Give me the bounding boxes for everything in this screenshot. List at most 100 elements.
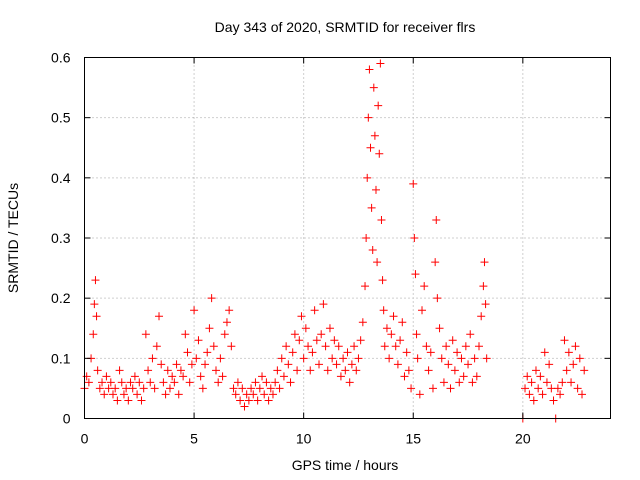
data-point	[529, 396, 538, 405]
data-point	[479, 282, 488, 291]
x-tick-labels: 0 5 10 15 20	[81, 431, 531, 447]
data-point	[111, 384, 120, 393]
data-point	[385, 354, 394, 363]
data-point	[404, 366, 413, 375]
data-point	[141, 330, 150, 339]
data-point	[578, 390, 587, 399]
data-point	[540, 348, 549, 357]
data-point	[183, 348, 192, 357]
data-point	[444, 360, 453, 369]
data-point	[332, 360, 341, 369]
data-point	[339, 354, 348, 363]
data-point	[542, 378, 551, 387]
data-point	[461, 342, 470, 351]
data-point	[379, 306, 388, 315]
data-point	[375, 149, 384, 158]
data-point	[521, 384, 530, 393]
axis-ticks	[84, 57, 611, 419]
data-point	[341, 366, 350, 375]
data-point	[220, 330, 229, 339]
data-point	[106, 378, 115, 387]
data-point	[325, 324, 334, 333]
data-point	[227, 342, 236, 351]
data-point	[317, 330, 326, 339]
data-point	[564, 348, 573, 357]
data-point	[412, 330, 421, 339]
data-point	[130, 372, 139, 381]
data-point	[275, 384, 284, 393]
data-point	[363, 173, 372, 182]
data-point	[366, 143, 375, 152]
data-point	[268, 390, 277, 399]
data-point	[174, 390, 183, 399]
data-points	[80, 59, 589, 423]
data-point	[457, 354, 466, 363]
data-point	[455, 378, 464, 387]
data-point	[135, 378, 144, 387]
data-point	[155, 312, 164, 321]
data-point	[319, 300, 328, 309]
y-tick-label: 0.1	[51, 350, 71, 366]
data-point	[133, 390, 142, 399]
x-tick-label: 5	[190, 431, 198, 447]
data-point	[273, 366, 282, 375]
data-point	[413, 354, 422, 363]
data-point	[481, 300, 490, 309]
data-point	[536, 372, 545, 381]
data-point	[323, 366, 332, 375]
data-point	[347, 360, 356, 369]
data-point	[279, 372, 288, 381]
data-point	[378, 276, 387, 285]
data-point	[139, 384, 148, 393]
data-point	[312, 336, 321, 345]
data-point	[90, 300, 99, 309]
data-point	[422, 342, 431, 351]
data-point	[100, 390, 109, 399]
data-point	[459, 372, 468, 381]
data-point	[190, 306, 199, 315]
data-point	[472, 372, 481, 381]
data-point	[418, 306, 427, 315]
data-point	[426, 348, 435, 357]
data-point	[236, 396, 245, 405]
data-point	[448, 336, 457, 345]
data-point	[260, 390, 269, 399]
data-point	[343, 348, 352, 357]
data-point	[358, 318, 367, 327]
data-point	[255, 384, 264, 393]
data-point	[91, 276, 100, 285]
data-point	[89, 330, 98, 339]
data-point	[437, 354, 446, 363]
data-point	[365, 65, 374, 74]
data-point	[251, 378, 260, 387]
data-point	[152, 342, 161, 351]
data-point	[328, 354, 337, 363]
data-point	[102, 372, 111, 381]
data-point	[466, 330, 475, 339]
y-tick-labels: 0 0.1 0.2 0.3 0.4 0.5 0.6	[51, 50, 71, 427]
data-point	[370, 131, 379, 140]
data-point	[380, 342, 389, 351]
data-point	[161, 390, 170, 399]
data-point	[225, 306, 234, 315]
data-point	[407, 384, 416, 393]
data-point	[424, 366, 433, 375]
data-point	[240, 402, 249, 411]
chart-title: Day 343 of 2020, SRMTID for receiver flr…	[215, 19, 476, 35]
data-point	[98, 378, 107, 387]
data-point	[216, 354, 225, 363]
x-tick-label: 10	[296, 431, 312, 447]
data-point	[377, 215, 386, 224]
data-point	[146, 378, 155, 387]
data-point	[330, 336, 339, 345]
data-point	[218, 372, 227, 381]
data-point	[398, 318, 407, 327]
data-point	[560, 336, 569, 345]
data-point	[373, 258, 382, 267]
data-point	[115, 366, 124, 375]
data-point	[352, 366, 361, 375]
data-point	[350, 342, 359, 351]
data-point	[244, 396, 253, 405]
data-point	[477, 312, 486, 321]
data-point	[157, 360, 166, 369]
